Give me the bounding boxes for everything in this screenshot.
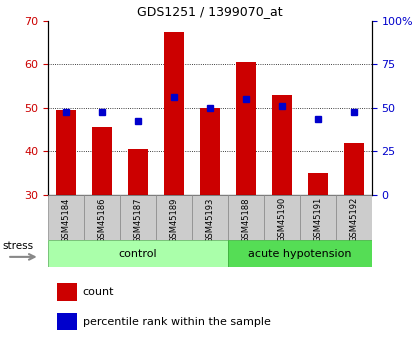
- Bar: [264, 195, 300, 240]
- Bar: [344, 143, 364, 195]
- Text: acute hypotension: acute hypotension: [248, 249, 352, 258]
- Text: GSM45191: GSM45191: [313, 197, 322, 243]
- Bar: [228, 195, 264, 240]
- Bar: [236, 62, 256, 195]
- Bar: [57, 283, 77, 301]
- Text: GSM45187: GSM45187: [134, 197, 143, 243]
- Bar: [228, 240, 372, 267]
- Bar: [120, 195, 156, 240]
- Text: GSM45190: GSM45190: [277, 197, 286, 243]
- Text: control: control: [119, 249, 158, 258]
- Bar: [200, 108, 220, 195]
- Text: count: count: [83, 287, 114, 297]
- Text: stress: stress: [3, 241, 34, 251]
- Text: GSM45186: GSM45186: [98, 197, 107, 243]
- Bar: [300, 195, 336, 240]
- Bar: [48, 240, 228, 267]
- Bar: [192, 195, 228, 240]
- Text: GSM45184: GSM45184: [62, 197, 71, 243]
- Bar: [128, 149, 148, 195]
- Text: GSM45192: GSM45192: [349, 197, 358, 243]
- Bar: [48, 195, 84, 240]
- Bar: [84, 195, 120, 240]
- Bar: [164, 32, 184, 195]
- Bar: [57, 313, 77, 331]
- Bar: [92, 127, 112, 195]
- Text: percentile rank within the sample: percentile rank within the sample: [83, 316, 270, 326]
- Bar: [308, 173, 328, 195]
- Bar: [156, 195, 192, 240]
- Title: GDS1251 / 1399070_at: GDS1251 / 1399070_at: [137, 5, 283, 18]
- Text: GSM45193: GSM45193: [205, 197, 215, 243]
- Text: GSM45188: GSM45188: [241, 197, 250, 243]
- Bar: [56, 110, 76, 195]
- Text: GSM45189: GSM45189: [170, 197, 178, 243]
- Bar: [272, 95, 292, 195]
- Bar: [336, 195, 372, 240]
